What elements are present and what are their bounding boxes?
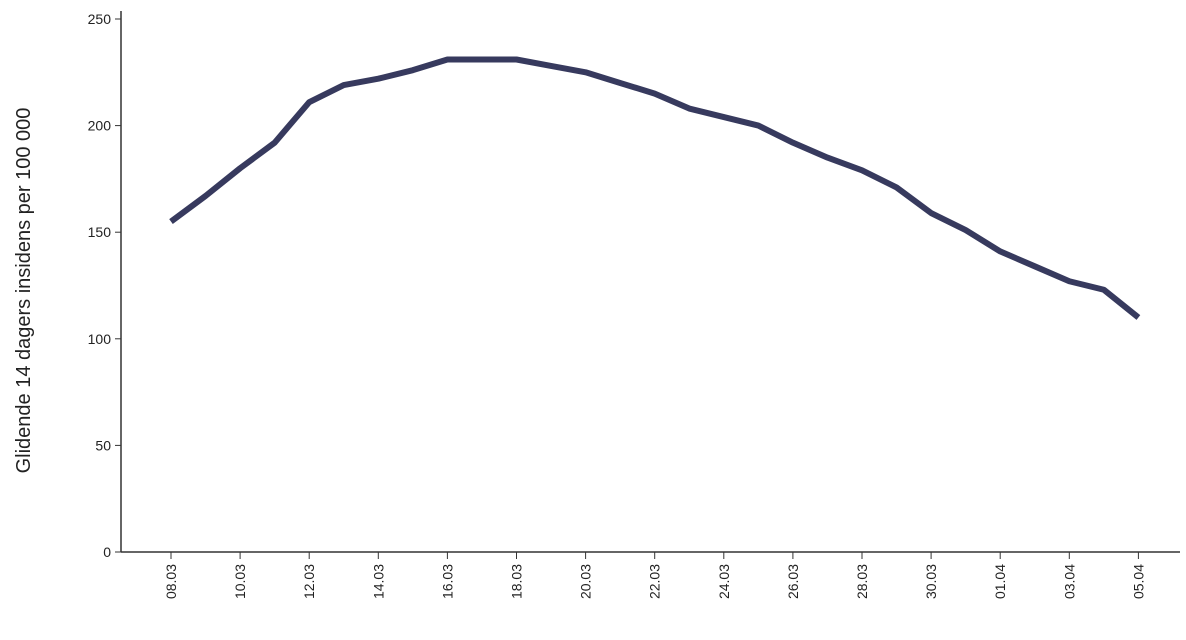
x-tick-label: 14.03 (370, 564, 386, 599)
y-tick-label: 250 (88, 11, 112, 27)
series-layer (169, 56, 1141, 320)
x-tick-label: 30.03 (923, 564, 939, 599)
y-tick-label: 0 (103, 544, 111, 560)
series-line (169, 56, 1141, 320)
x-tick-label: 24.03 (716, 564, 732, 599)
x-tick-label: 26.03 (785, 564, 801, 599)
x-tick-label: 12.03 (301, 564, 317, 599)
y-tick-label: 50 (95, 437, 111, 453)
x-tick-label: 08.03 (163, 564, 179, 599)
x-tick-label: 20.03 (578, 564, 594, 599)
x-tick-label: 10.03 (232, 564, 248, 599)
y-axis: 0 50 100 150 200 250 (88, 11, 122, 560)
y-tick-label: 200 (88, 118, 112, 134)
y-axis-title: Glidende 14 dagers insidens per 100 000 (13, 108, 35, 474)
x-tick-label: 03.04 (1061, 564, 1077, 599)
x-tick-label: 28.03 (854, 564, 870, 599)
x-tick-label: 22.03 (647, 564, 663, 599)
x-tick-label: 16.03 (439, 564, 455, 599)
x-tick-label: 18.03 (509, 564, 525, 599)
x-tick-label: 01.04 (992, 564, 1008, 599)
x-tick-label: 05.04 (1130, 564, 1146, 599)
y-tick-label: 150 (88, 224, 112, 240)
x-axis: 08.03 10.03 12.03 14.03 16.03 18.03 20.03 22.03… (121, 551, 1180, 599)
y-tick-label: 100 (88, 331, 112, 347)
